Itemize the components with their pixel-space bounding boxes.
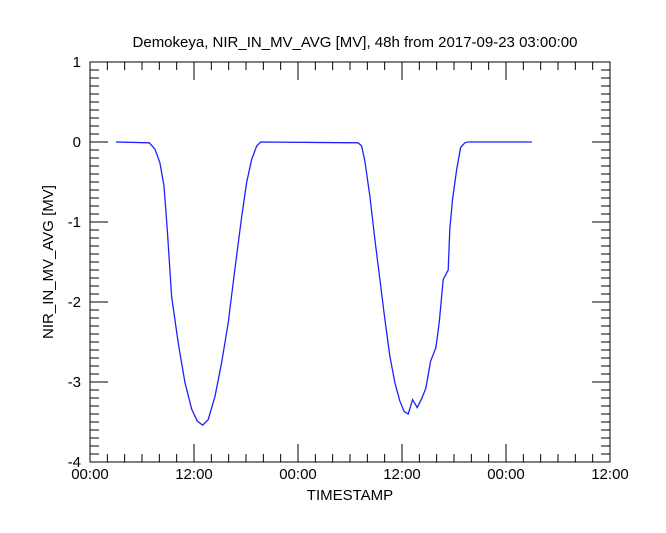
y-tick-labels: 1 0 -1 -2 -3 -4 <box>68 54 81 471</box>
y-tick-label: -4 <box>68 454 81 471</box>
chart-title: Demokeya, NIR_IN_MV_AVG [MV], 48h from 2… <box>133 34 578 51</box>
x-axis-label: TIMESTAMP <box>307 487 393 504</box>
x-tick-label: 00:00 <box>279 466 317 483</box>
plot-frame <box>89 61 611 463</box>
y-tick-label: -2 <box>68 294 81 311</box>
x-tick-label: 12:00 <box>175 466 213 483</box>
x-tick-label: 12:00 <box>383 466 421 483</box>
y-tick-label: 0 <box>73 134 81 151</box>
x-tick-label: 00:00 <box>487 466 525 483</box>
axis-ticks <box>89 61 611 463</box>
y-tick-label: 1 <box>73 54 81 71</box>
y-tick-label: -3 <box>68 374 81 391</box>
series-line-nir-in-mv-avg <box>115 141 532 427</box>
x-tick-label: 00:00 <box>71 466 109 483</box>
y-axis-label: NIR_IN_MV_AVG [MV] <box>40 185 57 339</box>
y-tick-label: -1 <box>68 214 81 231</box>
x-tick-label: 12:00 <box>591 466 629 483</box>
x-tick-labels: 00:00 12:00 00:00 12:00 00:00 12:00 <box>71 466 629 483</box>
